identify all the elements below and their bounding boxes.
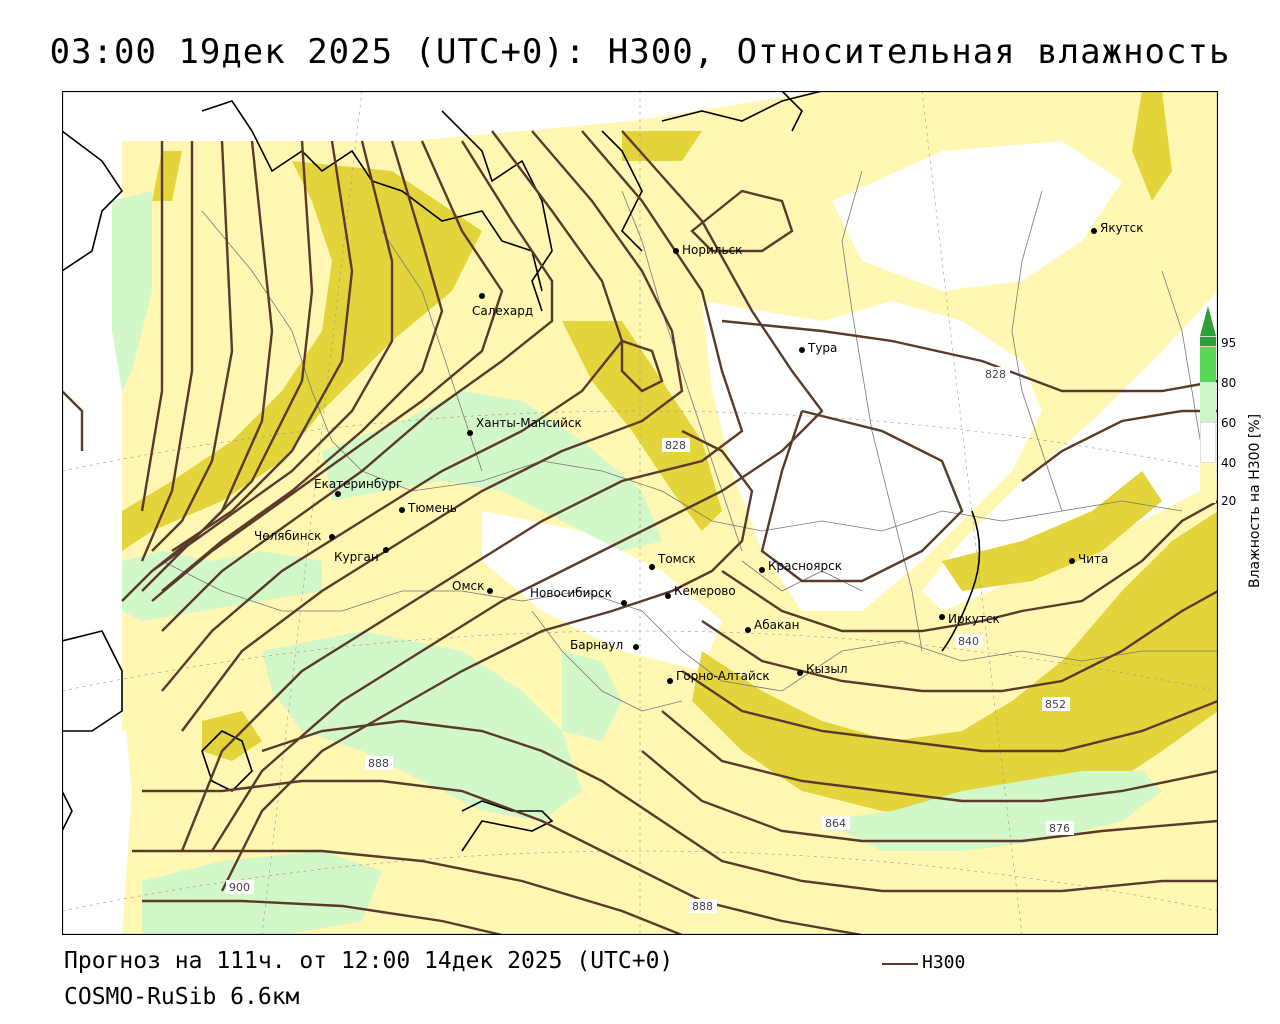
colorbar-seg-60-80 <box>1200 382 1216 423</box>
svg-text:Норильск: Норильск <box>682 243 742 257</box>
city-irkutsk: Иркутск <box>939 612 1000 626</box>
svg-text:852: 852 <box>1045 698 1066 711</box>
svg-text:840: 840 <box>958 635 979 648</box>
h300-legend-label: H300 <box>922 952 966 973</box>
weather-map: 828 828 840 852 864 876 888 888 900 Нори… <box>62 91 1218 935</box>
cities: Норильск Якутск Салехард Тура Ханты-Манс… <box>254 221 1144 684</box>
svg-text:Новосибирск: Новосибирск <box>530 586 612 600</box>
forecast-info: Прогноз на 111ч. от 12:00 14дек 2025 (UT… <box>64 948 674 974</box>
isoline-label-840: 840 <box>955 634 983 648</box>
svg-text:Красноярск: Красноярск <box>768 559 842 573</box>
colorbar-title: Влажность на H300 [%] <box>1247 413 1263 588</box>
svg-text:Екатеринбург: Екатеринбург <box>314 477 402 491</box>
city-barnaul: Барнаул <box>570 638 639 652</box>
isoline-label-900: 900 <box>226 880 254 894</box>
colorbar-seg-20-40 <box>1200 462 1216 503</box>
svg-text:Кызыл: Кызыл <box>806 662 848 676</box>
city-novosibirsk: Новосибирск <box>530 586 627 606</box>
svg-text:888: 888 <box>692 900 713 913</box>
coastlines <box>62 91 981 852</box>
map-frame <box>62 91 1218 935</box>
map-title: 03:00 19дек 2025 (UTC+0): H300, Относите… <box>49 32 1231 72</box>
city-chita: Чита <box>1069 552 1108 566</box>
isoline-label-876: 876 <box>1046 821 1074 835</box>
colorbar-arrow <box>1200 306 1216 336</box>
city-tura: Тура <box>799 341 837 355</box>
svg-text:Тюмень: Тюмень <box>407 501 457 515</box>
city-kyzyl: Кызыл <box>797 662 848 676</box>
colorbar-tick-80: 80 <box>1221 376 1237 390</box>
svg-text:828: 828 <box>665 439 686 452</box>
svg-text:Челябинск: Челябинск <box>254 529 321 543</box>
svg-text:Томск: Томск <box>657 552 696 566</box>
svg-text:888: 888 <box>368 757 389 770</box>
city-krasnoyarsk: Красноярск <box>759 559 842 573</box>
city-kurgan: Курган <box>334 547 389 564</box>
city-tomsk: Томск <box>649 552 696 570</box>
svg-text:Курган: Курган <box>334 550 379 564</box>
city-kemerovo: Кемерово <box>665 584 736 599</box>
svg-text:Тура: Тура <box>807 341 837 355</box>
model-info: COSMO-RuSib 6.6км <box>64 984 300 1010</box>
city-salekhard: Салехард <box>472 293 533 318</box>
colorbar-seg-80-95 <box>1200 346 1216 383</box>
svg-text:900: 900 <box>229 881 250 894</box>
svg-text:Салехард: Салехард <box>472 304 533 318</box>
svg-text:Кемерово: Кемерово <box>674 584 736 598</box>
colorbar-seg-95 <box>1200 336 1216 347</box>
city-ekaterinburg: Екатеринбург <box>314 477 402 497</box>
colorbar-seg-40-60 <box>1200 422 1216 464</box>
isoline-label-888-a: 888 <box>365 756 393 770</box>
isoline-label-828-b: 828 <box>982 367 1010 381</box>
svg-text:Ханты-Мансийск: Ханты-Мансийск <box>476 416 582 430</box>
isoline-label-864: 864 <box>822 816 850 830</box>
isoline-label-888-b: 888 <box>689 899 717 913</box>
h300-isolines <box>62 130 1218 935</box>
h300-legend-line <box>882 963 918 965</box>
city-yakutsk: Якутск <box>1091 221 1144 235</box>
colorbar-tick-40: 40 <box>1221 456 1237 470</box>
isoline-label-828-a: 828 <box>662 438 690 452</box>
city-khanty-mansiysk: Ханты-Мансийск <box>467 416 582 436</box>
svg-text:828: 828 <box>985 368 1006 381</box>
colorbar-tick-95: 95 <box>1221 336 1237 350</box>
svg-text:864: 864 <box>825 817 846 830</box>
svg-text:Омск: Омск <box>452 579 484 593</box>
isoline-label-852: 852 <box>1042 697 1070 711</box>
svg-text:Якутск: Якутск <box>1100 221 1144 235</box>
svg-text:Абакан: Абакан <box>754 618 799 632</box>
city-norilsk: Норильск <box>673 243 742 257</box>
svg-text:Чита: Чита <box>1078 552 1108 566</box>
city-gorno-altaysk: Горно-Алтайск <box>667 669 770 684</box>
colorbar-tick-20: 20 <box>1221 494 1237 508</box>
city-omsk: Омск <box>452 579 493 594</box>
isoline-labels: 828 828 840 852 864 876 888 888 900 <box>226 367 1074 913</box>
city-tyumen: Тюмень <box>399 501 457 515</box>
svg-text:Горно-Алтайск: Горно-Алтайск <box>676 669 770 683</box>
svg-text:Иркутск: Иркутск <box>948 612 1000 626</box>
svg-text:Барнаул: Барнаул <box>570 638 623 652</box>
svg-text:876: 876 <box>1049 822 1070 835</box>
colorbar-tick-60: 60 <box>1221 416 1237 430</box>
city-abakan: Абакан <box>745 618 799 633</box>
city-chelyabinsk: Челябинск <box>254 529 335 543</box>
